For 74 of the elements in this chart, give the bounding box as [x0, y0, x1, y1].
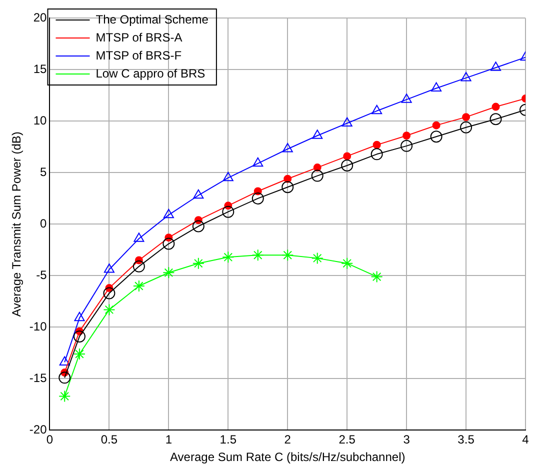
point	[342, 117, 352, 127]
point	[193, 189, 204, 199]
x-tick-label: 3.5	[458, 432, 475, 447]
y-tick-label: -20	[29, 422, 48, 437]
point	[370, 270, 383, 283]
y-tick-label: -10	[29, 320, 48, 334]
x-tick-label: 1	[165, 432, 172, 447]
point	[282, 143, 293, 152]
point	[252, 192, 264, 204]
point	[104, 264, 114, 273]
point	[370, 148, 383, 160]
point	[430, 130, 442, 143]
legend-label: MTSP of BRS-A	[96, 30, 182, 44]
x-tick-label: 1.5	[220, 432, 237, 447]
point	[372, 140, 381, 149]
point	[462, 113, 470, 122]
point	[192, 257, 204, 270]
point	[460, 72, 472, 82]
point	[222, 251, 234, 264]
point	[311, 170, 324, 182]
point	[73, 330, 86, 342]
point	[401, 94, 412, 103]
y-tick-label: 20	[33, 10, 48, 25]
y-tick-label: 15	[33, 62, 48, 76]
legend-label: The Optimal Scheme	[96, 12, 209, 26]
point	[490, 113, 502, 126]
y-tick-label: -15	[29, 371, 48, 386]
y-tick-label: 0	[40, 216, 48, 231]
legend-label: MTSP of BRS-F	[96, 48, 182, 62]
point	[312, 130, 323, 139]
point	[284, 174, 292, 183]
point	[311, 252, 324, 264]
x-axis-title: Average Sum Rate C (bits/s/Hz/subchannel)	[170, 450, 406, 464]
point	[400, 140, 413, 152]
point	[372, 104, 382, 114]
point	[282, 249, 294, 262]
point	[222, 206, 234, 218]
point	[341, 257, 354, 270]
point	[134, 232, 144, 242]
point	[431, 82, 442, 92]
y-tick-label: -5	[36, 268, 48, 282]
y-tick-label: 5	[40, 165, 48, 180]
point	[73, 348, 86, 360]
point	[252, 249, 264, 262]
x-tick-label: 3	[403, 432, 410, 447]
point	[103, 304, 116, 316]
point	[432, 121, 440, 130]
x-tick-label: 2.5	[338, 432, 356, 447]
point	[402, 132, 411, 140]
point	[252, 157, 264, 167]
point	[492, 102, 500, 111]
x-tick-label: 0.5	[100, 432, 118, 447]
point	[460, 121, 472, 134]
point	[490, 62, 502, 71]
y-tick-label: 10	[33, 114, 48, 128]
point	[192, 220, 204, 232]
point	[163, 208, 174, 218]
point	[341, 159, 354, 172]
point	[343, 152, 352, 160]
y-axis-title: Average Transmit Sum Power (dB)	[10, 132, 24, 317]
point	[162, 238, 175, 250]
point	[74, 312, 85, 322]
point	[58, 372, 71, 384]
point	[282, 181, 294, 194]
x-tick-label: 2	[284, 432, 292, 447]
legend-label: Low C appro of BRS	[96, 66, 206, 80]
x-tick-label: 4	[522, 432, 530, 447]
point	[132, 260, 145, 272]
point	[162, 266, 175, 279]
point	[103, 287, 116, 300]
point	[58, 390, 71, 402]
point	[313, 164, 322, 172]
point	[222, 172, 234, 182]
point	[132, 280, 145, 292]
